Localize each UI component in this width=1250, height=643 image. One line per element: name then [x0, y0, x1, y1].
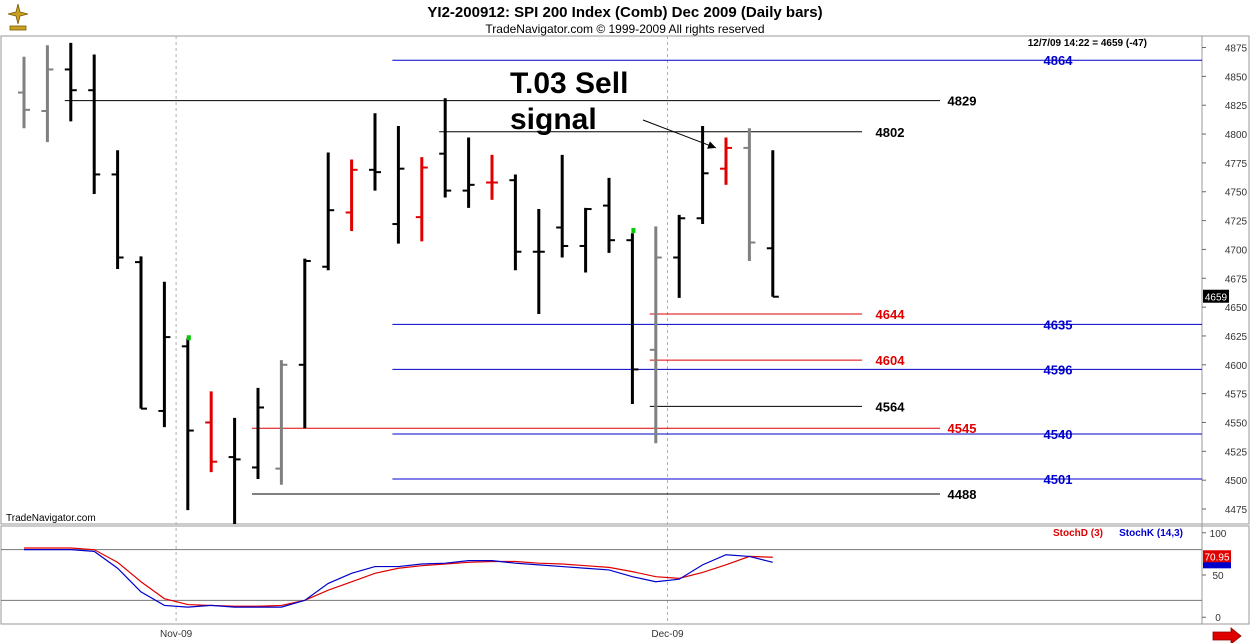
- ohlc-bar: [509, 174, 522, 271]
- price-tick-label: 4475: [1225, 505, 1248, 516]
- signal-markers: [186, 227, 636, 341]
- level-label-4864: 4864: [1044, 53, 1074, 68]
- price-tick-label: 4650: [1225, 303, 1248, 314]
- price-tick-label: 4525: [1225, 447, 1248, 458]
- stochd-last-value: 70.95: [1204, 552, 1229, 563]
- price-tick-label: 4825: [1225, 101, 1248, 112]
- ohlc-bar: [649, 226, 662, 444]
- price-tick-label: 4725: [1225, 217, 1248, 228]
- date-tick-label: Nov-09: [160, 629, 193, 640]
- price-tick-label: 4750: [1225, 188, 1248, 199]
- last-price-value: 4659: [1205, 293, 1228, 304]
- price-tick-label: 4700: [1225, 245, 1248, 256]
- ohlc-bar: [673, 214, 686, 298]
- annotation-arrow-head: [707, 141, 716, 149]
- price-tick-label: 4500: [1225, 476, 1248, 487]
- level-label-4545: 4545: [948, 421, 977, 436]
- scroll-right-arrow-icon[interactable]: [1212, 627, 1242, 643]
- level-label-4596: 4596: [1044, 362, 1073, 377]
- ohlc-bar: [275, 360, 288, 485]
- stochd-last-tag: [1203, 550, 1231, 563]
- ohlc-bar: [88, 54, 101, 195]
- ohlc-bar: [64, 42, 77, 122]
- ohlc-bar: [532, 209, 545, 315]
- level-label-4829: 4829: [948, 94, 977, 109]
- chart-title: YI2-200912: SPI 200 Index (Comb) Dec 200…: [427, 4, 822, 21]
- stochastic-axis: 0 50 100 70.95: [1202, 529, 1231, 624]
- ohlc-bar: [111, 150, 124, 270]
- price-tick-label: 4800: [1225, 130, 1248, 141]
- ohlc-bar: [486, 154, 498, 200]
- price-tick-label: 4875: [1225, 44, 1248, 55]
- ohlc-bars: [18, 42, 779, 524]
- price-tick-label: 4775: [1225, 159, 1248, 170]
- watermark: TradeNavigator.com: [6, 513, 96, 524]
- ohlc-bar: [158, 281, 171, 428]
- ohlc-bar: [579, 207, 592, 273]
- signal-dot: [186, 335, 191, 341]
- stoch-series-line: [24, 547, 773, 607]
- chart-subtitle: TradeNavigator.com © 1999-2009 All right…: [485, 22, 764, 36]
- ohlc-bar: [720, 137, 732, 185]
- ohlc-bar: [252, 387, 264, 480]
- ohlc-bar: [322, 152, 335, 271]
- level-label-4564: 4564: [876, 399, 906, 414]
- stoch-tick-label: 100: [1210, 529, 1227, 540]
- annotation-line-2: signal: [510, 103, 597, 136]
- level-label-4802: 4802: [876, 125, 905, 140]
- price-tick-label: 4850: [1225, 72, 1248, 83]
- price-levels: 4864 4829 4802 4644 4635 4604 4596 4564 4545 4540…: [64, 53, 1202, 502]
- vertical-gridlines: [175, 36, 668, 624]
- stochastic-legend: StochD (3) StochK (14,3): [1053, 528, 1183, 539]
- ohlc-bar: [415, 157, 428, 242]
- ohlc-bar: [228, 417, 241, 524]
- ohlc-bar: [181, 338, 194, 511]
- price-tick-label: 4550: [1225, 418, 1248, 429]
- ohlc-bar: [626, 233, 639, 405]
- ohlc-bar: [18, 56, 30, 129]
- date-tick-label: Dec-09: [651, 629, 684, 640]
- price-tick-label: 4575: [1225, 390, 1248, 401]
- last-price-tag: [1203, 289, 1229, 303]
- price-tick-label: 4625: [1225, 332, 1248, 343]
- level-label-4488: 4488: [948, 487, 977, 502]
- ohlc-bar: [135, 256, 147, 410]
- stochastic-lines: [1, 547, 1202, 608]
- ohlc-bar: [603, 177, 615, 253]
- ohlc-bar: [298, 258, 311, 429]
- trade-navigator-logo-icon: [7, 3, 29, 31]
- ohlc-bar: [439, 98, 452, 198]
- ohlc-bar: [345, 159, 358, 231]
- level-label-4635: 4635: [1044, 317, 1073, 332]
- ohlc-bar: [369, 113, 381, 191]
- price-tick-label: 4600: [1225, 361, 1248, 372]
- level-label-4501: 4501: [1044, 472, 1073, 487]
- legend-stochk: StochK (14,3): [1119, 528, 1183, 539]
- annotation-arrow-shaft: [642, 119, 717, 149]
- annotation-line-1: T.03 Sell: [510, 67, 628, 100]
- ohlc-bar: [556, 154, 569, 258]
- level-label-4540: 4540: [1044, 427, 1073, 442]
- level-label-4604: 4604: [876, 353, 906, 368]
- stoch-tick-label: 0: [1215, 613, 1221, 624]
- stoch-series-line: [24, 549, 773, 608]
- ohlc-bar: [392, 125, 405, 244]
- price-tick-label: 4675: [1225, 274, 1248, 285]
- ohlc-bar: [766, 150, 779, 298]
- ohlc-bar: [743, 128, 756, 261]
- date-axis: Nov-09 Dec-09: [160, 629, 684, 640]
- level-label-4644: 4644: [876, 307, 906, 322]
- ohlc-bar: [41, 45, 54, 143]
- legend-stochd: StochD (3): [1053, 528, 1103, 539]
- signal-dot: [631, 227, 636, 233]
- price-info-readout: 12/7/09 14:22 = 4659 (-47): [1028, 38, 1147, 49]
- ohlc-bar: [205, 391, 218, 473]
- price-panel: [0, 35, 1250, 525]
- stoch-tick-label: 50: [1212, 571, 1224, 582]
- ohlc-bar: [462, 137, 475, 208]
- price-axis: 4475 4500 4525 4550 4575 4600 4625 4650 4675 4700…: [1202, 44, 1248, 516]
